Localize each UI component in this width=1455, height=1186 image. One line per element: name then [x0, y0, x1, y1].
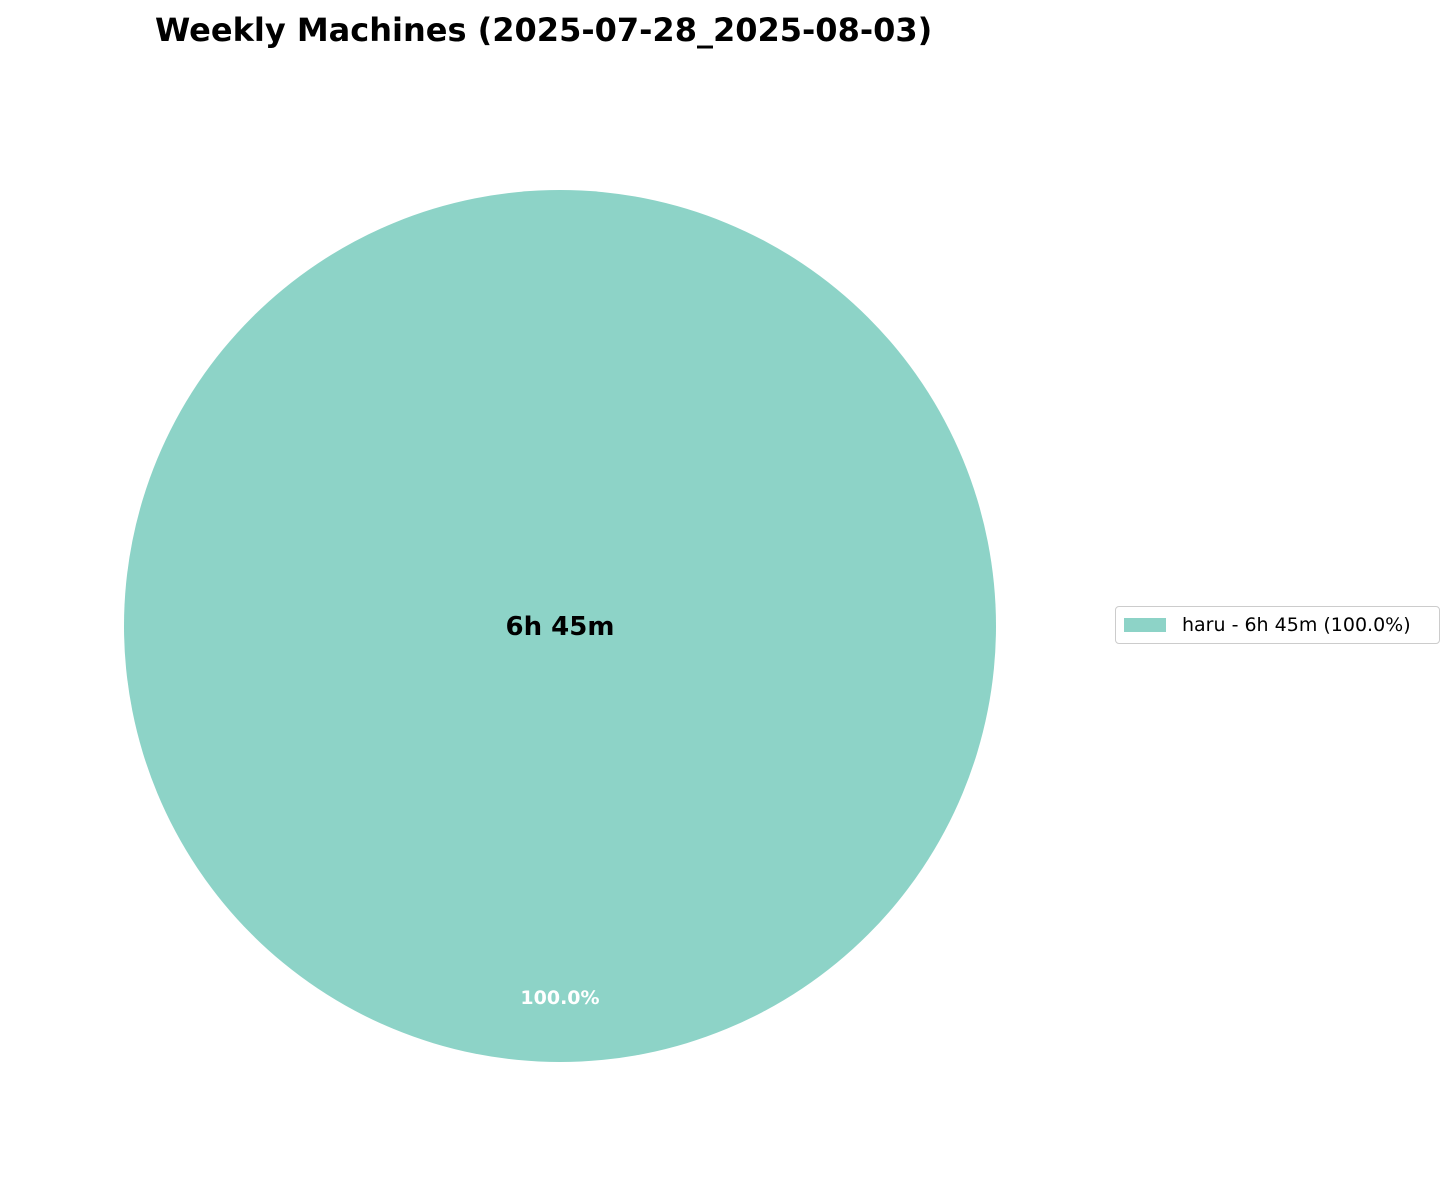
legend: haru - 6h 45m (100.0%) [1115, 606, 1440, 644]
pie-slice-haru [124, 190, 996, 1062]
chart-title: Weekly Machines (2025-07-28_2025-08-03) [155, 11, 933, 49]
legend-item-haru: haru - 6h 45m (100.0%) [1182, 614, 1411, 636]
slice-percent-label: 100.0% [520, 987, 599, 1009]
center-total-label: 6h 45m [506, 612, 615, 642]
legend-swatch [1124, 618, 1166, 632]
